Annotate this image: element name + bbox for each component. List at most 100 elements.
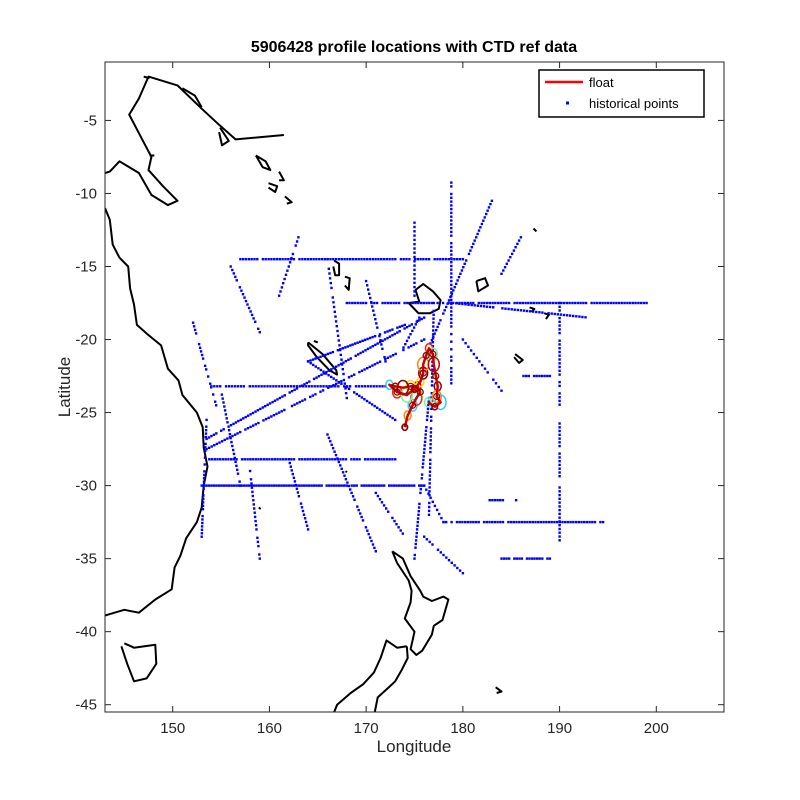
historical-point xyxy=(229,436,232,440)
historical-point xyxy=(488,499,491,502)
historical-point xyxy=(290,256,293,260)
historical-point xyxy=(256,536,259,539)
historical-point xyxy=(368,401,371,404)
historical-point xyxy=(322,372,326,375)
historical-point xyxy=(273,458,277,461)
historical-point xyxy=(388,458,391,461)
historical-point xyxy=(374,550,377,553)
historical-point xyxy=(353,391,356,394)
historical-point xyxy=(406,301,409,305)
historical-point xyxy=(374,491,377,495)
historical-point xyxy=(458,569,462,572)
historical-point xyxy=(232,458,236,461)
historical-point xyxy=(233,385,237,388)
coastline-17 xyxy=(143,75,150,80)
historical-point xyxy=(363,368,366,371)
historical-point xyxy=(427,404,430,407)
historical-point xyxy=(280,484,283,487)
historical-point xyxy=(252,503,255,506)
historical-point xyxy=(472,520,475,524)
historical-point xyxy=(220,484,223,487)
historical-point xyxy=(332,258,335,261)
historical-point xyxy=(569,520,572,524)
historical-point xyxy=(445,556,448,559)
historical-point xyxy=(284,385,287,388)
historical-point xyxy=(378,360,382,363)
historical-point xyxy=(450,234,453,237)
historical-point xyxy=(227,458,230,461)
coastline-13 xyxy=(278,171,285,182)
historical-point xyxy=(456,566,459,570)
historical-point xyxy=(425,301,428,305)
historical-point xyxy=(240,289,243,292)
historical-point xyxy=(278,484,281,487)
historical-point xyxy=(340,382,343,385)
historical-point xyxy=(413,255,416,259)
historical-point xyxy=(558,539,561,542)
historical-point xyxy=(577,520,580,524)
historical-point xyxy=(268,484,271,487)
historical-point xyxy=(337,385,340,388)
historical-point xyxy=(558,501,561,504)
historical-point xyxy=(381,347,384,350)
coastline-4 xyxy=(391,550,450,656)
historical-point xyxy=(309,395,312,399)
coastline-6 xyxy=(373,646,409,712)
historical-point xyxy=(310,484,313,487)
historical-point xyxy=(450,332,453,336)
historical-point xyxy=(436,301,439,305)
historical-point xyxy=(558,433,561,436)
historical-point xyxy=(207,436,211,439)
historical-point xyxy=(558,324,561,327)
historical-point xyxy=(413,234,416,237)
historical-point xyxy=(273,258,276,261)
historical-point xyxy=(373,404,376,408)
historical-point xyxy=(432,309,435,313)
historical-point xyxy=(509,256,512,259)
historical-point xyxy=(470,303,473,307)
historical-point xyxy=(254,524,258,527)
historical-point xyxy=(431,337,435,340)
historical-point xyxy=(266,385,269,388)
historical-point xyxy=(258,553,261,556)
historical-point xyxy=(216,458,219,461)
historical-point xyxy=(525,557,529,560)
historical-point xyxy=(488,301,491,305)
historical-point xyxy=(403,327,406,330)
historical-point xyxy=(375,484,378,487)
historical-point xyxy=(558,350,561,354)
historical-point xyxy=(233,484,236,487)
historical-point xyxy=(427,513,431,516)
historical-point xyxy=(193,328,197,332)
historical-point xyxy=(327,369,330,372)
historical-point xyxy=(493,499,497,502)
historical-point xyxy=(376,361,379,365)
historical-point xyxy=(203,470,206,473)
historical-point xyxy=(525,309,529,313)
historical-point xyxy=(349,344,352,347)
historical-point xyxy=(500,557,503,560)
historical-point xyxy=(493,520,497,524)
historical-point xyxy=(325,385,328,388)
y-tick-label: -35 xyxy=(75,551,97,568)
historical-point xyxy=(333,458,337,461)
historical-point xyxy=(558,508,561,512)
historical-point xyxy=(256,409,260,412)
historical-point xyxy=(505,301,508,305)
historical-point xyxy=(337,258,341,261)
historical-point xyxy=(341,347,344,350)
historical-point xyxy=(450,261,453,264)
historical-point xyxy=(226,421,229,424)
historical-point xyxy=(267,416,270,419)
historical-point xyxy=(222,401,225,404)
historical-point xyxy=(204,432,208,435)
historical-point xyxy=(370,484,373,487)
coastline-3 xyxy=(307,341,339,376)
historical-point xyxy=(298,400,301,404)
historical-point xyxy=(257,458,260,461)
historical-point xyxy=(394,458,397,461)
historical-point xyxy=(340,363,344,366)
historical-point xyxy=(413,230,416,233)
historical-point xyxy=(450,317,453,321)
